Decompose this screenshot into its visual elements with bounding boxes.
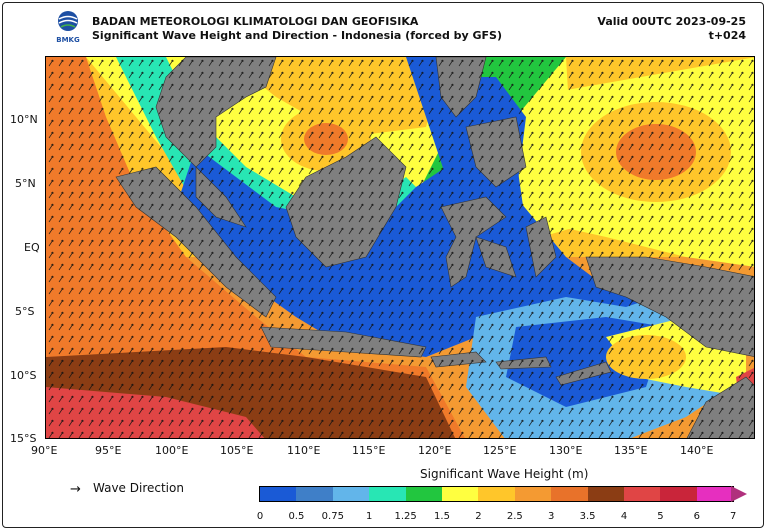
colorbar xyxy=(259,486,735,502)
lon-label: 110°E xyxy=(287,444,321,457)
bmkg-logo: BMKG xyxy=(56,11,80,44)
colorbar-tick-label: 6 xyxy=(693,511,700,522)
colorbar-swatch xyxy=(332,487,370,501)
colorbar-swatch xyxy=(405,487,442,501)
product-title: Significant Wave Height and Direction - … xyxy=(92,29,503,42)
colorbar-swatch xyxy=(551,487,588,501)
wave-map xyxy=(45,56,755,439)
colorbar-swatch xyxy=(260,487,297,501)
colorbar-tick-label: 0.75 xyxy=(321,511,344,522)
lon-label: 115°E xyxy=(352,444,386,457)
lat-label: 5°S xyxy=(15,305,35,318)
colorbar-title: Significant Wave Height (m) xyxy=(420,467,589,481)
agency-title: BADAN METEOROLOGI KLIMATOLOGI DAN GEOFIS… xyxy=(92,15,419,28)
colorbar-tick-label: 2 xyxy=(475,511,482,522)
lon-label: 105°E xyxy=(220,444,254,457)
lat-label: 15°S xyxy=(10,432,37,445)
colorbar-tick-label: 1 xyxy=(366,511,373,522)
colorbar-tick-label: 2.5 xyxy=(506,511,523,522)
lat-label: 10°S xyxy=(10,369,37,382)
colorbar-tick-label: 5 xyxy=(657,511,664,522)
lat-label: EQ xyxy=(24,241,40,254)
logo-text: BMKG xyxy=(56,36,80,44)
wave-direction-label: Wave Direction xyxy=(93,481,184,495)
colorbar-swatch xyxy=(696,487,734,501)
colorbar-tick-label: 7 xyxy=(730,511,737,522)
lon-label: 120°E xyxy=(418,444,452,457)
lon-label: 125°E xyxy=(483,444,517,457)
lon-label: 140°E xyxy=(680,444,714,457)
colorbar-swatch xyxy=(623,487,661,501)
lon-label: 130°E xyxy=(549,444,583,457)
lat-label: 10°N xyxy=(10,113,38,126)
colorbar-tick-label: 3.5 xyxy=(579,511,596,522)
wave-direction-arrow-icon: → xyxy=(70,482,81,497)
colorbar-swatch xyxy=(587,487,624,501)
lead-time: t+024 xyxy=(708,29,746,42)
colorbar-swatch xyxy=(441,487,479,501)
colorbar-tick-label: 0 xyxy=(256,511,264,522)
colorbar-extend-arrow xyxy=(731,486,747,502)
colorbar-tick-label: 1.5 xyxy=(434,511,450,522)
lat-label: 5°N xyxy=(15,177,36,190)
lon-label: 95°E xyxy=(95,444,122,457)
colorbar-tick-label: 3 xyxy=(548,511,555,522)
colorbar-swatch xyxy=(660,487,697,501)
colorbar-swatch xyxy=(369,487,406,501)
colorbar-tick-label: 0.5 xyxy=(288,511,305,522)
colorbar-tick-label: 4 xyxy=(620,511,628,522)
colorbar-swatch xyxy=(296,487,333,501)
colorbar-swatch xyxy=(478,487,515,501)
lon-label: 135°E xyxy=(614,444,648,457)
colorbar-tick-label: 1.25 xyxy=(394,511,417,522)
wave-direction-arrows xyxy=(46,57,754,438)
lon-label: 100°E xyxy=(155,444,189,457)
colorbar-swatch xyxy=(514,487,552,501)
lon-label: 90°E xyxy=(31,444,58,457)
wave-map-svg xyxy=(46,57,754,438)
valid-time: Valid 00UTC 2023-09-25 xyxy=(597,15,746,28)
